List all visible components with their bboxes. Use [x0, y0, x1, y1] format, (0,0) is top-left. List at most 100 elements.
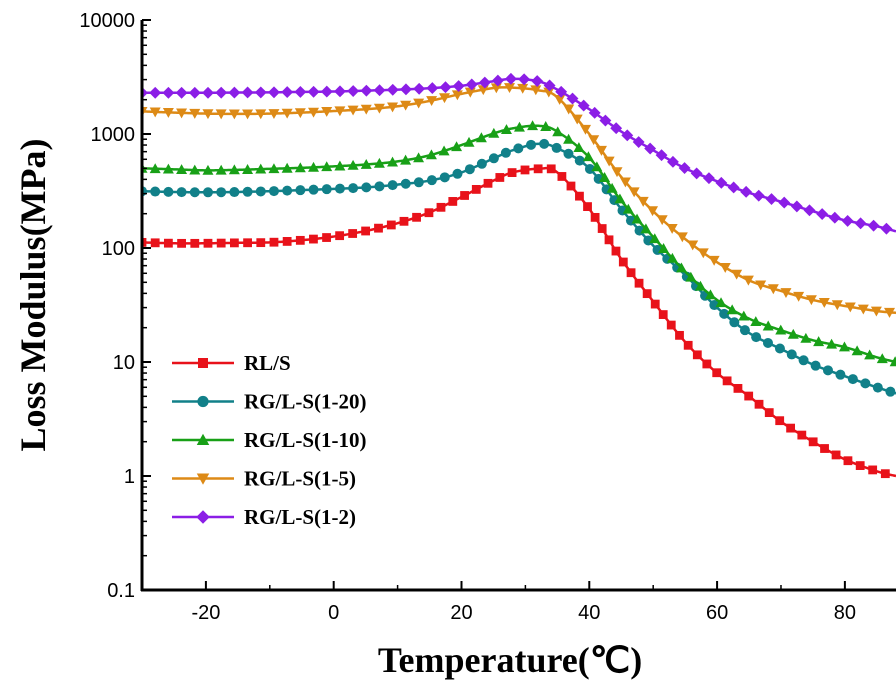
series-marker	[591, 161, 603, 172]
series-marker	[787, 328, 799, 339]
x-axis-title: Temperature(℃)	[378, 640, 642, 680]
series-marker	[500, 147, 511, 158]
series-marker	[518, 73, 531, 86]
series-marker	[574, 155, 585, 166]
series-marker	[399, 216, 409, 226]
series-marker	[400, 100, 412, 111]
series-marker	[864, 349, 876, 360]
series-marker	[373, 84, 386, 97]
series-marker	[577, 99, 590, 112]
series-marker	[739, 325, 750, 336]
series-marker	[483, 178, 493, 188]
series-marker	[361, 182, 372, 193]
series-marker	[188, 86, 201, 99]
series-marker	[554, 94, 566, 105]
series-marker	[307, 85, 320, 98]
series-marker	[876, 353, 888, 364]
series-marker	[242, 109, 254, 120]
series-marker	[308, 161, 320, 172]
series-marker	[675, 330, 684, 340]
series-marker	[513, 121, 525, 132]
series-marker	[413, 152, 425, 163]
series-marker	[703, 172, 715, 185]
series-marker	[640, 223, 652, 234]
series-marker	[606, 182, 618, 193]
series-marker	[656, 215, 668, 226]
series-marker	[228, 86, 241, 99]
series-marker	[520, 165, 530, 175]
series-marker	[599, 114, 612, 127]
series-marker	[360, 104, 372, 115]
series-marker	[463, 136, 475, 147]
series-marker	[727, 181, 740, 194]
series-marker	[387, 156, 399, 167]
series-marker	[775, 324, 787, 335]
series-marker	[321, 161, 333, 172]
series-marker	[631, 213, 643, 224]
series-marker	[243, 238, 252, 248]
series-marker	[666, 223, 678, 234]
series-marker	[490, 83, 502, 94]
series-marker	[793, 291, 805, 302]
series-marker	[374, 223, 383, 233]
series-marker	[860, 378, 871, 389]
series-marker	[870, 306, 882, 317]
series-marker	[361, 226, 371, 236]
legend-marker	[198, 358, 208, 368]
series-marker	[202, 109, 214, 120]
series-marker	[452, 80, 465, 92]
series-marker	[413, 82, 426, 95]
series-marker	[163, 238, 173, 248]
series-marker	[334, 183, 345, 194]
series-marker	[215, 86, 228, 99]
series-marker	[162, 108, 174, 118]
series-marker	[202, 164, 214, 175]
series-marker	[282, 237, 292, 246]
series-marker	[588, 135, 600, 146]
series-marker	[387, 180, 398, 191]
series-marker	[573, 142, 585, 152]
series-marker	[190, 238, 200, 248]
series-marker	[439, 93, 451, 104]
series-marker	[762, 337, 773, 348]
series-marker	[269, 237, 279, 247]
series-marker	[798, 355, 809, 366]
series-marker	[268, 109, 280, 120]
series-marker	[764, 408, 774, 418]
series-marker	[255, 186, 266, 197]
legend-label: RG/L-S(1-10)	[244, 428, 367, 452]
series-marker	[241, 86, 254, 99]
series-marker	[683, 340, 693, 350]
series-marker	[228, 164, 240, 175]
series-marker	[611, 246, 621, 256]
series-marker	[580, 124, 592, 135]
series-marker	[557, 172, 567, 181]
series-marker	[750, 316, 762, 326]
series-marker	[584, 163, 595, 174]
series-marker	[513, 143, 524, 154]
series-marker	[885, 386, 896, 397]
series-marker	[162, 163, 174, 174]
series-marker	[733, 383, 743, 393]
series-marker	[476, 158, 487, 169]
series-marker	[566, 181, 576, 191]
series-marker	[822, 365, 833, 376]
axes-layer: 0.1 1 10 100 1000 10000 -20 0 20 40 60 80	[79, 10, 896, 624]
series-marker	[841, 214, 854, 227]
series-marker	[451, 90, 463, 101]
series-marker	[348, 183, 359, 194]
series-marker	[216, 238, 226, 248]
series-marker	[229, 238, 239, 248]
series-marker	[373, 103, 385, 114]
series-marker	[268, 86, 280, 99]
series-marker	[334, 160, 346, 171]
legend-entry-4: RG/L-S(1-2)	[172, 505, 356, 529]
series-marker	[610, 122, 623, 135]
series-marker	[857, 304, 869, 315]
series-marker	[294, 162, 306, 173]
series-marker	[588, 106, 601, 119]
series-marker	[412, 212, 421, 222]
series-marker	[530, 85, 542, 96]
plot-area	[142, 72, 896, 479]
series-marker	[712, 368, 722, 378]
